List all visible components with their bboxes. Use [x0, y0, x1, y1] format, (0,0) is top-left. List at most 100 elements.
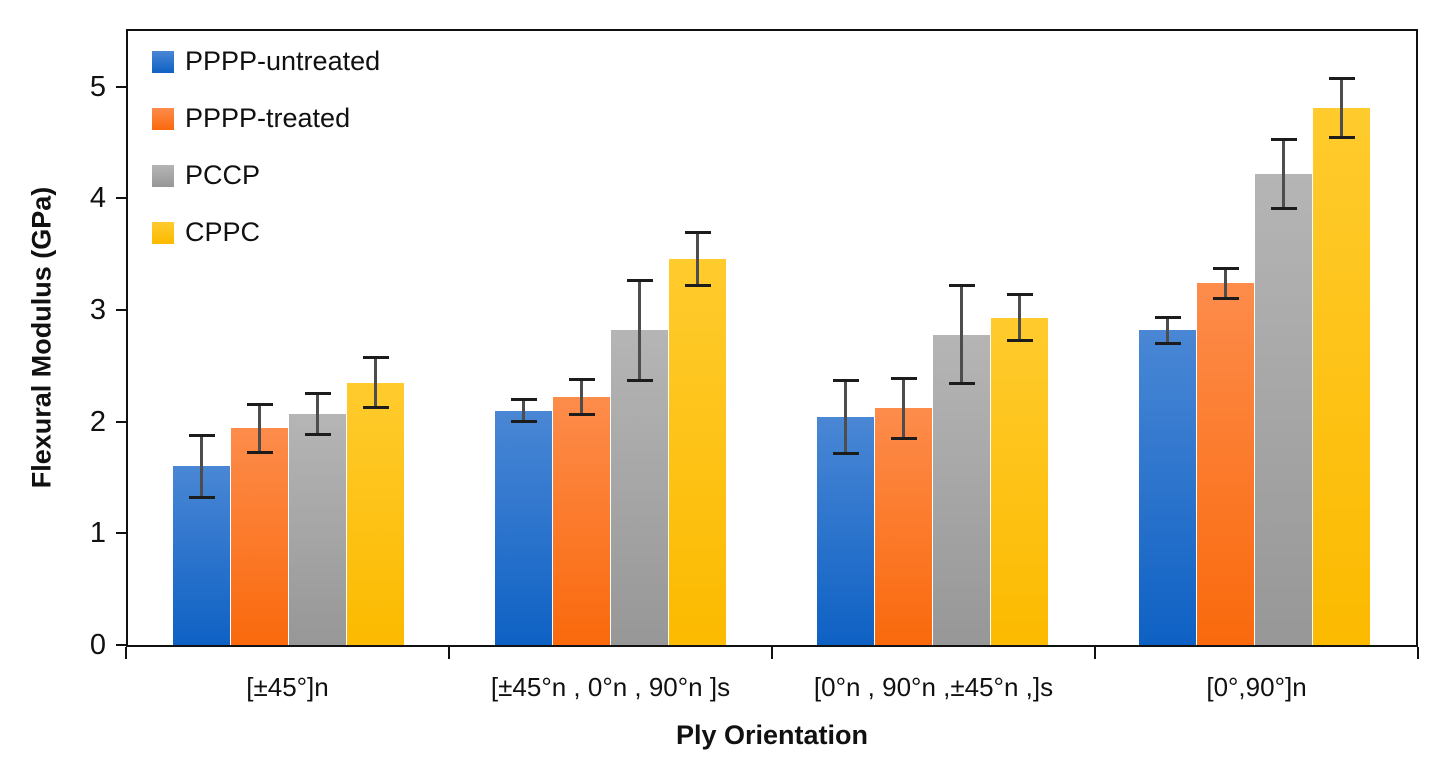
legend-label: PPPP-untreated: [185, 46, 381, 76]
bar-cppc-group-2: [669, 258, 726, 645]
y-tick-mark: [116, 85, 126, 88]
error-bar-pppp-untreated-group-4: [1154, 315, 1181, 345]
error-bar-pppp-treated-group-1: [246, 402, 273, 455]
error-bar-cap-bottom: [684, 283, 711, 287]
error-bar-pppp-untreated-group-3: [832, 379, 859, 456]
error-bar-pccp-group-4: [1270, 138, 1297, 210]
error-bar-cap-top: [568, 378, 595, 382]
y-tick-label: 3: [89, 294, 106, 327]
bar-cppc-group-4: [1313, 108, 1370, 645]
error-bar-stem: [1340, 76, 1343, 140]
y-tick-label: 1: [89, 517, 106, 550]
error-bar-cap-bottom: [1006, 339, 1033, 343]
x-tick-mark: [125, 647, 127, 659]
error-bar-stem: [258, 402, 261, 455]
error-bar-stem: [902, 377, 905, 440]
error-bar-cap-top: [246, 402, 273, 406]
error-bar-cap-top: [684, 230, 711, 234]
error-bar-cap-top: [510, 398, 537, 402]
error-bar-pppp-untreated-group-1: [188, 434, 215, 499]
error-bar-stem: [316, 391, 319, 437]
y-tick-label: 4: [89, 182, 106, 215]
error-bar-cap-top: [1270, 138, 1297, 142]
error-bar-cap-bottom: [1154, 341, 1181, 345]
y-tick-mark: [116, 309, 126, 312]
legend-label: PCCP: [185, 160, 261, 190]
y-tick-label: 0: [89, 629, 106, 661]
bar-pppp-untreated-group-2: [495, 410, 552, 645]
x-axis-title: Ply Orientation: [675, 720, 869, 750]
x-tick-mark: [1094, 647, 1096, 659]
error-bar-cap-bottom: [304, 433, 331, 437]
x-tick-mark: [1417, 647, 1419, 659]
error-bar-cap-top: [1328, 76, 1355, 80]
bar-pppp-treated-group-2: [553, 397, 610, 645]
y-tick-mark: [116, 197, 126, 200]
bar-pppp-treated-group-4: [1197, 283, 1254, 645]
error-bar-cap-bottom: [568, 413, 595, 417]
error-bar-cppc-group-3: [1006, 293, 1033, 343]
legend-label: PPPP-treated: [185, 103, 351, 133]
error-bar-stem: [200, 434, 203, 499]
legend-swatch-pppp-treated: [152, 107, 174, 130]
error-bar-pppp-treated-group-4: [1212, 266, 1239, 301]
error-bar-pccp-group-1: [304, 391, 331, 437]
y-tick-mark: [116, 532, 126, 535]
y-tick-mark: [116, 644, 126, 646]
x-category-label: [0°n , 90°n ,±45°n ,]s: [813, 672, 1054, 702]
error-bar-cap-top: [948, 284, 975, 288]
legend: PPPP-untreated PPPP-treated PCCP CPPC: [152, 48, 380, 246]
legend-item-pppp-untreated: PPPP-untreated: [152, 48, 380, 75]
legend-swatch-pppp-untreated: [152, 50, 174, 73]
error-bar-cap-top: [188, 434, 215, 438]
legend-swatch-cppc: [152, 221, 174, 244]
bar-pppp-treated-group-1: [231, 428, 288, 645]
error-bar-cppc-group-4: [1328, 76, 1355, 140]
legend-swatch-pccp: [152, 164, 174, 187]
error-bar-stem: [374, 355, 377, 410]
y-tick-label: 5: [89, 70, 106, 103]
error-bar-cap-bottom: [188, 495, 215, 499]
error-bar-cap-bottom: [890, 436, 917, 440]
error-bar-pccp-group-3: [948, 284, 975, 385]
x-category-label: [0°,90°]n: [1206, 672, 1307, 702]
bar-pppp-treated-group-3: [875, 408, 932, 645]
error-bar-cap-top: [1212, 266, 1239, 270]
error-bar-stem: [1018, 293, 1021, 343]
error-bar-stem: [522, 398, 525, 423]
error-bar-cap-bottom: [246, 451, 273, 455]
error-bar-stem: [696, 230, 699, 287]
bar-group-1: [128, 31, 450, 645]
bar-cppc-group-3: [991, 317, 1048, 645]
error-bar-cap-top: [832, 379, 859, 383]
legend-item-cppc: CPPC: [152, 219, 380, 246]
bar-group-2: [450, 31, 772, 645]
error-bar-cppc-group-1: [362, 355, 389, 410]
x-category-label: [±45°]n: [246, 672, 329, 702]
error-bar-cap-bottom: [510, 419, 537, 423]
bar-pppp-untreated-group-4: [1139, 330, 1196, 645]
error-bar-pccp-group-2: [626, 278, 653, 382]
bar-group-4: [1094, 31, 1416, 645]
plot-area: PPPP-untreated PPPP-treated PCCP CPPC: [126, 29, 1418, 647]
legend-item-pppp-treated: PPPP-treated: [152, 105, 380, 132]
x-tick-mark: [448, 647, 450, 659]
error-bar-stem: [1282, 138, 1285, 210]
error-bar-cap-top: [304, 391, 331, 395]
error-bar-cppc-group-2: [684, 230, 711, 287]
error-bar-cap-bottom: [1270, 206, 1297, 210]
error-bar-cap-top: [1154, 315, 1181, 319]
error-bar-pppp-untreated-group-2: [510, 398, 537, 423]
bar-pccp-group-4: [1255, 173, 1312, 645]
y-tick-mark: [116, 420, 126, 423]
error-bar-cap-bottom: [626, 378, 653, 382]
error-bar-cap-bottom: [948, 381, 975, 385]
error-bar-stem: [1224, 266, 1227, 301]
bar-pppp-untreated-group-3: [817, 417, 874, 645]
error-bar-cap-bottom: [832, 452, 859, 456]
bar-group-3: [772, 31, 1094, 645]
error-bar-cap-bottom: [1212, 297, 1239, 301]
error-bar-stem: [1166, 315, 1169, 345]
bar-cppc-group-1: [347, 382, 404, 645]
